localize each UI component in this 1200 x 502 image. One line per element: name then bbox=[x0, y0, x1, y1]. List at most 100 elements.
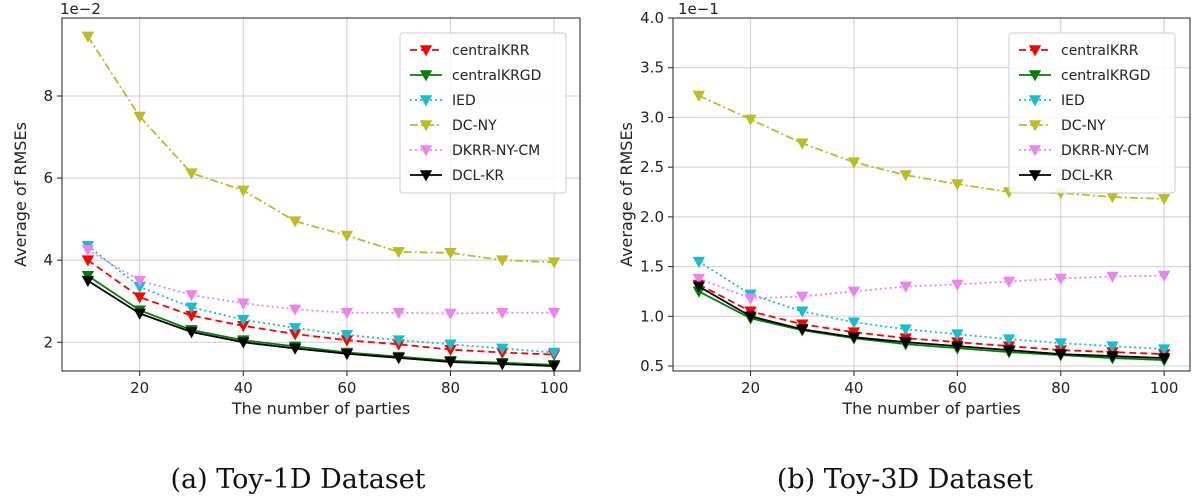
y-tick-label: 1.5 bbox=[640, 258, 664, 276]
data-point-DKRR-NY-CM bbox=[547, 307, 561, 320]
data-point-IED bbox=[1002, 334, 1016, 346]
data-point-IED bbox=[185, 302, 198, 314]
legend-marker bbox=[419, 45, 433, 57]
chart-caption: (b) Toy-3D Dataset bbox=[777, 464, 1033, 495]
data-point-DKRR-NY-CM bbox=[496, 307, 509, 320]
data-point-IED bbox=[547, 347, 561, 359]
data-point-DC-NY bbox=[444, 247, 457, 260]
data-point-DC-NY bbox=[796, 138, 809, 150]
y-offset-label: 1e−2 bbox=[60, 0, 101, 18]
legend-entry: IED bbox=[1061, 93, 1085, 109]
data-point-DKRR-NY-CM bbox=[237, 298, 250, 310]
data-point-DKRR-NY-CM bbox=[847, 286, 861, 298]
chart-toy-1d: 20 40 60 80 100 2 4 6 8 1e−2 The number of parties… bbox=[11, 0, 581, 495]
data-point-IED bbox=[847, 317, 861, 329]
series-line-IED bbox=[87, 245, 555, 354]
data-point-centralKRR bbox=[81, 255, 95, 267]
data-point-DKRR-NY-CM bbox=[899, 281, 912, 293]
data-point-DCL-KR bbox=[133, 308, 146, 320]
data-point-DKRR-NY-CM bbox=[392, 307, 405, 320]
y-tick-label: 4 bbox=[43, 251, 53, 269]
data-point-DC-NY bbox=[133, 111, 146, 123]
legend-box bbox=[1008, 32, 1176, 194]
x-tick-label: 60 bbox=[337, 379, 356, 397]
y-tick-label: 6 bbox=[43, 169, 53, 187]
data-point-DCL-KR bbox=[81, 275, 95, 288]
data-point-DC-NY bbox=[237, 185, 250, 197]
data-point-DCL-KR bbox=[899, 337, 912, 349]
legend-entry: DC-NY bbox=[1061, 118, 1106, 134]
data-point-IED bbox=[340, 330, 354, 342]
data-point-IED bbox=[1054, 338, 1067, 350]
legend-entry: DCL-KR bbox=[1061, 168, 1113, 184]
data-point-DC-NY bbox=[1157, 194, 1171, 206]
legend-entry: DCL-KR bbox=[452, 168, 504, 184]
series-line-IED bbox=[698, 260, 1165, 351]
data-point-IED bbox=[288, 323, 302, 335]
data-point-DCL-KR bbox=[496, 359, 509, 371]
data-point-DC-NY bbox=[951, 179, 964, 191]
data-point-IED bbox=[899, 324, 912, 336]
series-line-DCL-KR bbox=[87, 279, 555, 367]
x-tick-label: 20 bbox=[741, 379, 760, 397]
legend-marker bbox=[1028, 170, 1042, 182]
y-tick-label: 4.0 bbox=[640, 9, 664, 27]
data-point-DKRR-NY-CM bbox=[340, 307, 354, 320]
x-tick-label: 80 bbox=[1051, 379, 1070, 397]
series-line-DKRR-NY-CM bbox=[698, 274, 1165, 300]
legend-entry: centralKRR bbox=[1061, 43, 1139, 59]
data-point-IED bbox=[796, 306, 809, 318]
plot-frame bbox=[61, 17, 581, 372]
plot-frame bbox=[672, 17, 1191, 372]
legend-entry: DKRR-NY-CM bbox=[1061, 143, 1149, 159]
data-point-DKRR-NY-CM bbox=[133, 275, 146, 288]
legend-marker bbox=[1028, 70, 1042, 82]
legend-marker bbox=[1028, 120, 1042, 132]
data-point-DKRR-NY-CM bbox=[1002, 276, 1016, 288]
legend-entry: centralKRR bbox=[452, 43, 530, 59]
legend-marker bbox=[1028, 95, 1042, 107]
data-point-DKRR-NY-CM bbox=[951, 279, 964, 291]
data-point-DCL-KR bbox=[185, 327, 198, 339]
data-point-DC-NY bbox=[81, 31, 95, 43]
y-tick-label: 2 bbox=[43, 333, 53, 351]
data-point-DKRR-NY-CM bbox=[81, 245, 95, 257]
legend-box bbox=[399, 32, 567, 194]
data-point-DCL-KR bbox=[847, 332, 861, 344]
legend-marker bbox=[1028, 145, 1042, 157]
series-line-DC-NY bbox=[698, 94, 1165, 200]
y-tick-label: 3.5 bbox=[640, 59, 664, 77]
y-tick-label: 0.5 bbox=[640, 357, 664, 375]
data-point-IED bbox=[1106, 341, 1119, 353]
x-axis-label: The number of parties bbox=[231, 399, 410, 418]
data-point-DKRR-NY-CM bbox=[1106, 271, 1119, 283]
data-point-DKRR-NY-CM bbox=[1157, 270, 1171, 282]
legend-entry: DKRR-NY-CM bbox=[452, 143, 540, 159]
x-axis-label: The number of parties bbox=[841, 399, 1020, 418]
series-line-centralKRGD bbox=[698, 290, 1165, 361]
series-line-centralKRR bbox=[87, 259, 555, 356]
legend-entry: DC-NY bbox=[452, 118, 497, 134]
data-point-DKRR-NY-CM bbox=[744, 293, 757, 305]
data-point-DKRR-NY-CM bbox=[796, 291, 809, 303]
x-tick-label: 20 bbox=[130, 379, 149, 397]
data-point-DCL-KR bbox=[237, 337, 250, 349]
x-tick-label: 100 bbox=[540, 379, 569, 397]
data-point-DKRR-NY-CM bbox=[444, 308, 457, 320]
data-point-DKRR-NY-CM bbox=[185, 290, 198, 302]
chart-toy-3d: 20 40 60 80 100 0.5 1.0 1.5 2.0 2.5 3.0 3.5 4.0 1e−1 T… bbox=[617, 0, 1191, 495]
data-point-DKRR-NY-CM bbox=[288, 304, 302, 316]
data-point-IED bbox=[951, 329, 964, 341]
data-point-IED bbox=[392, 335, 405, 347]
data-point-IED bbox=[237, 314, 250, 327]
y-axis-label: Average of RMSEs bbox=[617, 122, 636, 267]
data-point-DCL-KR bbox=[547, 361, 561, 373]
legend-entry: centralKRGD bbox=[1061, 68, 1150, 84]
y-tick-label: 2.5 bbox=[640, 158, 664, 176]
data-point-IED bbox=[444, 339, 457, 351]
legend-entry: centralKRGD bbox=[452, 68, 541, 84]
data-point-DCL-KR bbox=[1157, 353, 1171, 365]
series-line-centralKRR bbox=[698, 283, 1165, 355]
data-point-DCL-KR bbox=[692, 281, 706, 293]
